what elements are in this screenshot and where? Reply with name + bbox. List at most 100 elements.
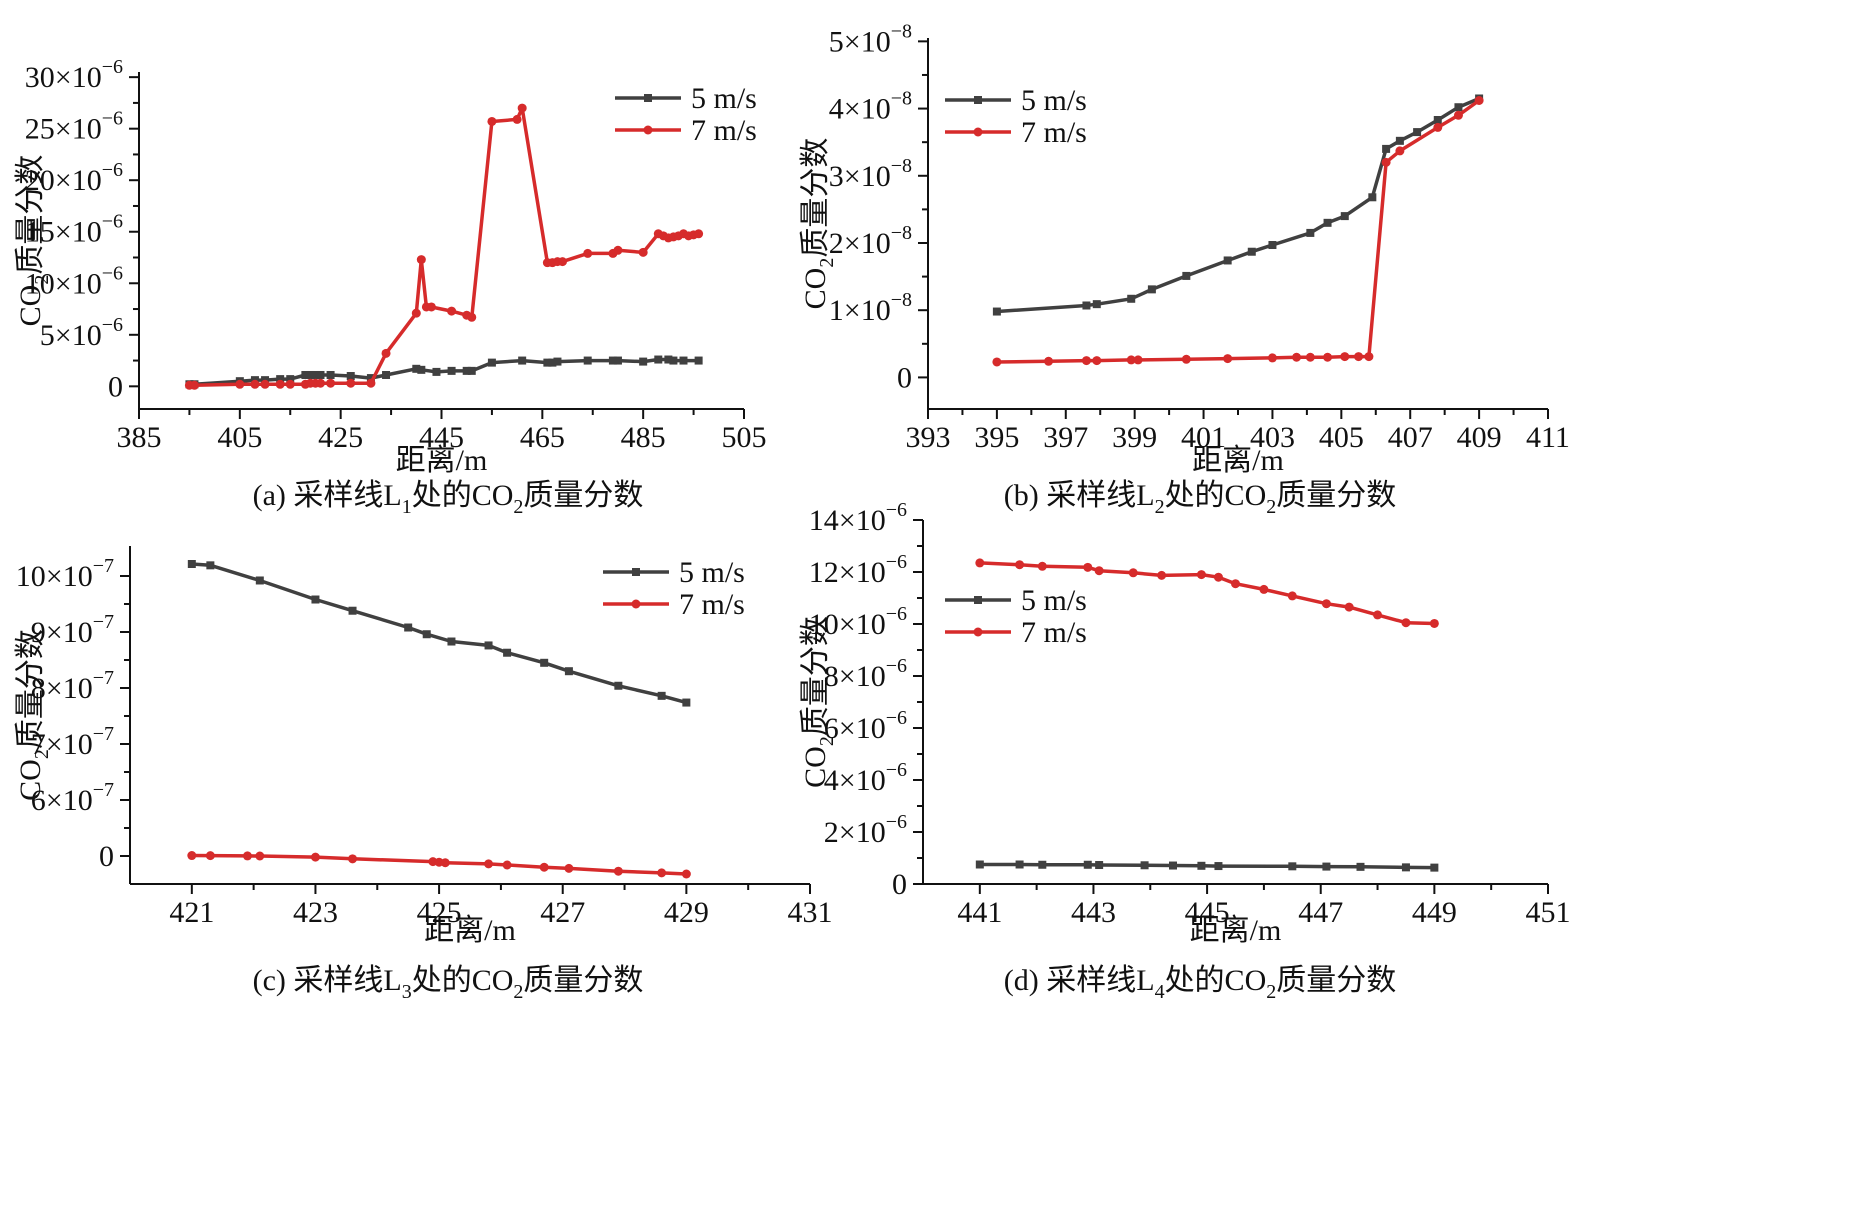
data-point — [518, 356, 527, 365]
y-tick-label: 5×10−6 — [40, 314, 123, 352]
data-point — [1037, 561, 1047, 571]
x-tick-label: 397 — [1043, 421, 1088, 454]
data-point — [326, 370, 335, 379]
data-point — [975, 558, 985, 568]
data-point — [1401, 863, 1410, 872]
data-point — [416, 255, 426, 265]
data-point — [1044, 356, 1054, 366]
data-point — [1323, 352, 1333, 362]
data-point — [1292, 352, 1302, 362]
axes-a — [129, 72, 745, 419]
series-d-0 — [975, 860, 1439, 872]
legend-label: 5 m/s — [1021, 84, 1087, 117]
y-axis-title: CO2质量分数 — [14, 155, 53, 327]
data-point — [1401, 618, 1411, 628]
data-point — [682, 698, 691, 707]
data-point — [543, 358, 552, 367]
legend-label: 5 m/s — [679, 556, 745, 589]
y-tick-label: 8×10−7 — [31, 667, 114, 705]
series-line — [189, 106, 699, 388]
data-point — [694, 229, 704, 239]
data-point — [1287, 591, 1297, 601]
data-point — [1344, 602, 1354, 612]
legend-marker — [643, 125, 653, 135]
series-a-1 — [184, 103, 704, 390]
data-point — [301, 370, 310, 379]
y-tick-label: 4×10−6 — [824, 759, 907, 797]
y-tick-label: 9×10−7 — [31, 611, 114, 649]
y-tick-label: 8×10−6 — [824, 655, 907, 693]
data-point — [1356, 862, 1365, 871]
y-tick-label: 4×10−8 — [829, 88, 912, 126]
data-point — [512, 114, 522, 124]
data-point — [1081, 356, 1091, 366]
x-tick-label: 409 — [1457, 421, 1502, 454]
y-tick-label: 2×10−6 — [824, 811, 907, 849]
data-point — [669, 356, 678, 365]
data-point — [540, 658, 549, 667]
data-point — [348, 854, 358, 864]
data-point — [348, 606, 357, 615]
legend-b: 5 m/s7 m/s — [945, 84, 1087, 149]
data-point — [1140, 861, 1149, 870]
data-point — [1364, 352, 1374, 362]
data-point — [1395, 146, 1405, 156]
legend-marker — [973, 127, 983, 137]
series-line — [979, 862, 1435, 870]
legend-label: 7 m/s — [679, 588, 745, 621]
data-point — [583, 356, 592, 365]
x-tick-label: 421 — [169, 896, 214, 929]
data-point — [404, 623, 413, 632]
data-point — [1169, 861, 1177, 870]
y-tick-label: 2×10−8 — [829, 222, 912, 260]
legend-marker — [632, 568, 640, 576]
data-point — [326, 378, 336, 388]
x-tick-label: 407 — [1388, 421, 1433, 454]
data-point — [432, 367, 441, 376]
data-point — [1181, 354, 1191, 364]
data-point — [187, 851, 197, 861]
data-point — [1430, 863, 1439, 872]
y-axis-title: CO2质量分数 — [14, 629, 53, 801]
x-tick-label: 445 — [419, 421, 464, 454]
data-point — [1267, 353, 1277, 363]
data-point — [1157, 570, 1167, 580]
legend-marker — [974, 596, 982, 604]
data-point — [381, 348, 391, 358]
data-point — [1095, 861, 1104, 870]
data-point — [1306, 228, 1315, 237]
y-tick-label: 5×10−8 — [829, 20, 912, 58]
x-tick-label: 393 — [906, 421, 951, 454]
data-point — [187, 560, 196, 568]
data-point — [517, 103, 527, 113]
panel-caption: (c) 采样线L3处的CO2质量分数 — [253, 964, 644, 1003]
data-point — [366, 378, 376, 388]
x-tick-label: 425 — [417, 896, 462, 929]
data-point — [487, 358, 496, 367]
data-point — [1305, 352, 1315, 362]
chart-panel-d: 441 443 445 447 449 451 0 2×10−6 4×10−6 6×10−6 8×1… — [799, 499, 1571, 1003]
data-point — [1133, 355, 1143, 365]
data-point — [1082, 301, 1091, 310]
x-tick-label: 505 — [722, 421, 767, 454]
x-tick-label: 385 — [117, 421, 162, 454]
data-point — [1094, 566, 1104, 576]
data-point — [694, 356, 703, 365]
data-point — [235, 379, 245, 389]
data-point — [1214, 862, 1223, 871]
y-tick-label: 6×10−6 — [824, 707, 907, 745]
data-point — [1259, 584, 1269, 594]
data-point — [1268, 241, 1277, 250]
y-tick-label: 7×10−7 — [31, 723, 114, 761]
data-point — [462, 366, 471, 375]
data-point — [1340, 212, 1349, 221]
data-point — [306, 370, 315, 379]
data-point — [1213, 572, 1223, 582]
data-point — [1196, 570, 1206, 580]
data-point — [1429, 618, 1439, 628]
data-point — [553, 357, 562, 366]
x-axis-title: 距离/m — [424, 914, 516, 947]
data-point — [564, 667, 573, 676]
axes-b — [918, 38, 1549, 419]
series-a-0 — [185, 355, 703, 389]
